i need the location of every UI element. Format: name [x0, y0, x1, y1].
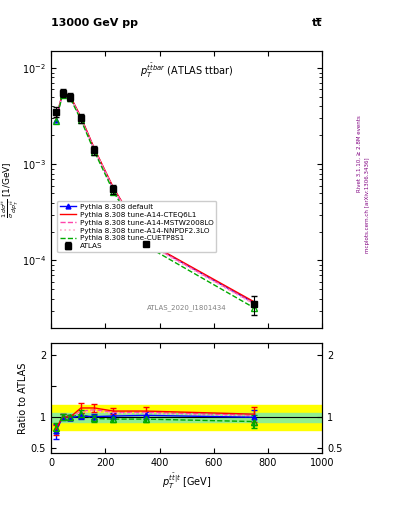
Pythia 8.308 tune-A14-NNPDF2.3LO [60, 91, 65, 97]
Pythia 8.308 tune-CUETP8S1 [60, 92, 65, 98]
Pythia 8.308 tune-A14-MSTW2008LO [252, 301, 257, 307]
Pythia 8.308 tune-A14-NNPDF2.3LO [79, 116, 83, 122]
Pythia 8.308 tune-A14-NNPDF2.3LO [111, 186, 116, 193]
Pythia 8.308 tune-A14-CTEQ6L1 [111, 185, 116, 191]
Pythia 8.308 tune-CUETP8S1 [144, 243, 149, 249]
Pythia 8.308 tune-A14-CTEQ6L1 [92, 146, 97, 152]
Pythia 8.308 tune-A14-MSTW2008LO [111, 185, 116, 191]
Pythia 8.308 tune-A14-CTEQ6L1 [60, 90, 65, 96]
Pythia 8.308 default [92, 146, 97, 153]
Text: 13000 GeV pp: 13000 GeV pp [51, 18, 138, 28]
X-axis label: $p^{t\bar{t}|t}_{T}$ [GeV]: $p^{t\bar{t}|t}_{T}$ [GeV] [162, 471, 211, 490]
Pythia 8.308 default [60, 90, 65, 96]
Line: Pythia 8.308 tune-A14-MSTW2008LO: Pythia 8.308 tune-A14-MSTW2008LO [56, 93, 255, 304]
Text: $p_T^{t\bar{t}bar}$ (ATLAS ttbar): $p_T^{t\bar{t}bar}$ (ATLAS ttbar) [140, 62, 233, 80]
Pythia 8.308 tune-A14-NNPDF2.3LO [53, 117, 58, 123]
Pythia 8.308 tune-A14-NNPDF2.3LO [252, 301, 257, 307]
Text: mcplots.cern.ch [arXiv:1306.3436]: mcplots.cern.ch [arXiv:1306.3436] [365, 157, 370, 252]
Pythia 8.308 tune-CUETP8S1 [79, 117, 83, 123]
Y-axis label: Ratio to ATLAS: Ratio to ATLAS [18, 362, 28, 434]
Text: ATLAS_2020_I1801434: ATLAS_2020_I1801434 [147, 304, 226, 311]
Pythia 8.308 tune-A14-CTEQ6L1 [252, 299, 257, 305]
Text: Rivet 3.1.10, ≥ 2.8M events: Rivet 3.1.10, ≥ 2.8M events [357, 115, 362, 192]
Line: Pythia 8.308 default: Pythia 8.308 default [53, 91, 257, 306]
Pythia 8.308 tune-A14-NNPDF2.3LO [144, 241, 149, 247]
Y-axis label: $\frac{1}{\sigma}\frac{d\sigma^{t\bar{t}}}{dp^{t\bar{t}}_{T}}$ [1/GeV]: $\frac{1}{\sigma}\frac{d\sigma^{t\bar{t}… [0, 161, 21, 218]
Pythia 8.308 default [111, 185, 116, 191]
Pythia 8.308 tune-A14-NNPDF2.3LO [68, 94, 72, 100]
Pythia 8.308 tune-A14-CTEQ6L1 [144, 239, 149, 245]
Pythia 8.308 tune-A14-MSTW2008LO [68, 93, 72, 99]
Line: Pythia 8.308 tune-A14-CTEQ6L1: Pythia 8.308 tune-A14-CTEQ6L1 [56, 93, 255, 302]
Bar [51, 405, 322, 430]
Pythia 8.308 tune-CUETP8S1 [252, 305, 257, 311]
Pythia 8.308 tune-A14-MSTW2008LO [53, 117, 58, 123]
Pythia 8.308 tune-CUETP8S1 [53, 118, 58, 124]
Pythia 8.308 default [53, 117, 58, 123]
Legend: Pythia 8.308 default, Pythia 8.308 tune-A14-CTEQ6L1, Pythia 8.308 tune-A14-MSTW2: Pythia 8.308 default, Pythia 8.308 tune-… [57, 201, 217, 252]
Pythia 8.308 default [144, 239, 149, 245]
Pythia 8.308 tune-A14-NNPDF2.3LO [92, 147, 97, 153]
Line: Pythia 8.308 tune-A14-NNPDF2.3LO: Pythia 8.308 tune-A14-NNPDF2.3LO [56, 94, 255, 304]
Pythia 8.308 tune-A14-MSTW2008LO [144, 240, 149, 246]
Pythia 8.308 default [68, 93, 72, 99]
Pythia 8.308 tune-A14-MSTW2008LO [92, 146, 97, 153]
Pythia 8.308 tune-A14-MSTW2008LO [60, 90, 65, 96]
Pythia 8.308 tune-A14-CTEQ6L1 [53, 116, 58, 122]
Pythia 8.308 default [79, 115, 83, 121]
Bar [51, 413, 322, 421]
Pythia 8.308 tune-CUETP8S1 [68, 95, 72, 101]
Pythia 8.308 tune-A14-CTEQ6L1 [79, 114, 83, 120]
Pythia 8.308 tune-CUETP8S1 [111, 188, 116, 195]
Text: tt̅: tt̅ [312, 18, 322, 28]
Pythia 8.308 default [252, 300, 257, 306]
Pythia 8.308 tune-A14-MSTW2008LO [79, 115, 83, 121]
Pythia 8.308 tune-A14-CTEQ6L1 [68, 93, 72, 99]
Line: Pythia 8.308 tune-CUETP8S1: Pythia 8.308 tune-CUETP8S1 [56, 95, 255, 308]
Pythia 8.308 tune-CUETP8S1 [92, 148, 97, 155]
